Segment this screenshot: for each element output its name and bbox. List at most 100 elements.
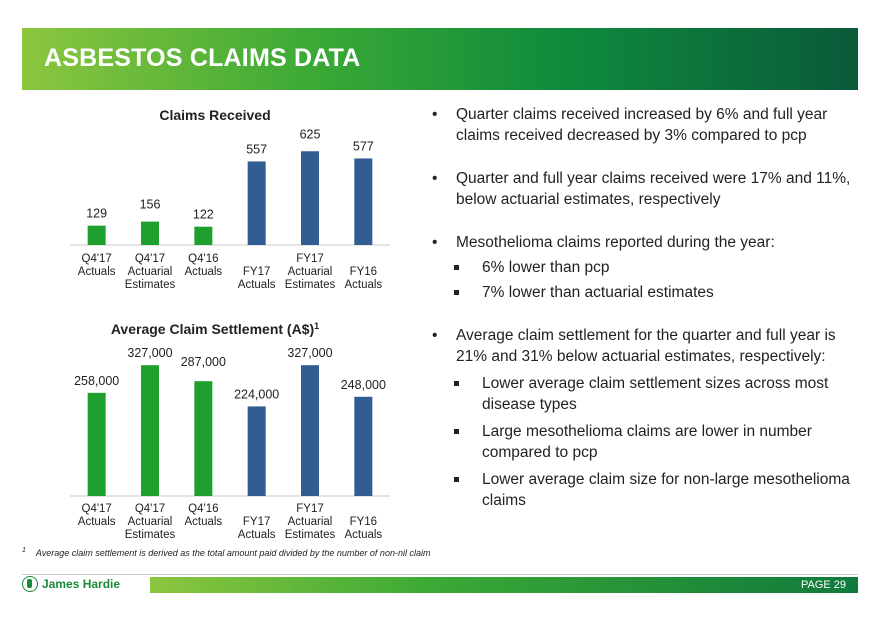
title-banner: ASBESTOS CLAIMS DATA [22, 28, 858, 90]
tick-label: FY17 [296, 503, 324, 515]
square-bullet-icon [454, 477, 459, 482]
square-bullet-icon [454, 290, 459, 295]
bar [301, 365, 319, 496]
bullet-list: • Quarter claims received increased by 6… [432, 104, 852, 511]
data-label: 327,000 [127, 346, 172, 360]
tick-label: Estimates [285, 529, 336, 541]
tick-label: Actuals [238, 529, 276, 541]
tick-label: Estimates [125, 279, 176, 291]
bar [354, 158, 373, 245]
bar [141, 221, 159, 245]
footnote: 1 Average claim settlement is derived as … [22, 547, 430, 558]
logo-text: James Hardie [42, 577, 121, 591]
data-label: 248,000 [341, 378, 386, 392]
james-hardie-logo-icon [22, 576, 38, 592]
bar [194, 381, 213, 496]
tick-label: FY16 [350, 516, 378, 528]
chart-title-text: Average Claim Settlement (A$) [111, 321, 314, 337]
page-number: PAGE 29 [800, 579, 846, 591]
footnote-text: Average claim settlement is derived as t… [35, 548, 431, 558]
bullet-dot: • [432, 327, 438, 344]
bar [194, 226, 213, 245]
square-bullet-icon [454, 429, 459, 434]
tick-label: Actuals [184, 266, 222, 278]
bullet-dot: • [432, 106, 438, 123]
bullet-item: • Mesothelioma claims reported during th… [432, 232, 852, 253]
data-label: 129 [86, 207, 107, 221]
bullet-text: Average claim settlement for the quarter… [456, 327, 836, 365]
bar [247, 161, 266, 245]
bar [87, 225, 106, 245]
tick-label: Q4'17 [135, 503, 165, 515]
sub-bullet-item: Lower average claim settlement sizes acr… [432, 373, 852, 415]
sub-bullet-text: Large mesothelioma claims are lower in n… [482, 423, 812, 461]
data-label: 156 [140, 198, 161, 212]
tick-label: FY17 [243, 516, 271, 528]
data-label: 258,000 [74, 374, 119, 388]
sub-bullet-text: Lower average claim settlement sizes acr… [482, 375, 829, 413]
tick-label: Actuals [238, 279, 276, 291]
data-label: 287,000 [181, 355, 226, 369]
sub-bullet-text: 7% lower than actuarial estimates [482, 284, 714, 301]
data-label: 557 [246, 142, 267, 156]
tick-label: Actuals [78, 266, 116, 278]
company-logo: James Hardie [22, 575, 142, 593]
claims-received-chart: Claims Received 129 Q4'17 Actuals 156 Q4'17 Ac… [70, 100, 410, 300]
tick-label: Actuarial [128, 266, 173, 278]
bullet-dot: • [432, 234, 438, 251]
bullet-text: Quarter and full year claims received we… [456, 170, 851, 208]
tick-label: Q4'17 [135, 253, 165, 265]
bullet-item: • Average claim settlement for the quart… [432, 325, 852, 367]
footer-divider [22, 574, 858, 575]
data-label: 122 [193, 208, 214, 222]
footnote-marker: 1 [22, 547, 26, 554]
tick-label: FY16 [350, 266, 378, 278]
bullet-item: • Quarter claims received increased by 6… [432, 104, 852, 146]
sub-bullet-item: Lower average claim size for non-large m… [432, 469, 852, 511]
tick-label: Actuarial [128, 516, 173, 528]
bar [247, 406, 266, 496]
sub-bullet-text: Lower average claim size for non-large m… [482, 471, 850, 509]
tick-label: Q4'17 [82, 253, 112, 265]
tick-label: Actuals [344, 279, 382, 291]
tick-label: Estimates [125, 529, 176, 541]
bar [301, 151, 319, 245]
sub-bullet-item: 6% lower than pcp [432, 257, 852, 278]
sub-bullet-text: 6% lower than pcp [482, 259, 610, 276]
bar [87, 392, 106, 496]
data-label: 327,000 [287, 346, 332, 360]
tick-label: Q4'17 [82, 503, 112, 515]
bar [141, 365, 159, 496]
bullet-dot: • [432, 170, 438, 187]
tick-label: Actuals [184, 516, 222, 528]
tick-label: Actuals [344, 529, 382, 541]
tick-label: Actuals [78, 516, 116, 528]
page-title: ASBESTOS CLAIMS DATA [44, 44, 361, 72]
bullet-item: • Quarter and full year claims received … [432, 168, 852, 210]
sub-bullet-item: 7% lower than actuarial estimates [432, 282, 852, 303]
chart-title: Average Claim Settlement (A$)1 [111, 321, 319, 337]
sub-bullet-item: Large mesothelioma claims are lower in n… [432, 421, 852, 463]
bar [354, 396, 373, 496]
claims-received-svg: Claims Received129Q4'17Actuals156Q4'17Ac… [70, 107, 390, 291]
data-label: 224,000 [234, 387, 279, 401]
square-bullet-icon [454, 381, 459, 386]
tick-label: FY17 [243, 266, 271, 278]
bullet-text: Quarter claims received increased by 6% … [456, 106, 828, 144]
tick-label: Q4'16 [188, 253, 218, 265]
average-claim-settlement-svg: Average Claim Settlement (A$)1 258,000 Q4'… [70, 321, 390, 541]
tick-label: Estimates [285, 279, 336, 291]
bullet-text: Mesothelioma claims reported during the … [456, 234, 775, 251]
tick-label: Actuarial [288, 516, 333, 528]
square-bullet-icon [454, 265, 459, 270]
footer-bar: PAGE 29 [150, 577, 858, 593]
chart-title-superscript: 1 [314, 321, 319, 331]
chart-title-text: Claims Received [159, 107, 270, 123]
average-claim-settlement-chart: Average Claim Settlement (A$)1 258,000 Q4'… [70, 318, 410, 548]
data-label: 577 [353, 139, 374, 153]
tick-label: FY17 [296, 253, 324, 265]
data-label: 625 [300, 127, 321, 141]
tick-label: Actuarial [288, 266, 333, 278]
chart-title: Claims Received [159, 107, 270, 123]
tick-label: Q4'16 [188, 503, 218, 515]
